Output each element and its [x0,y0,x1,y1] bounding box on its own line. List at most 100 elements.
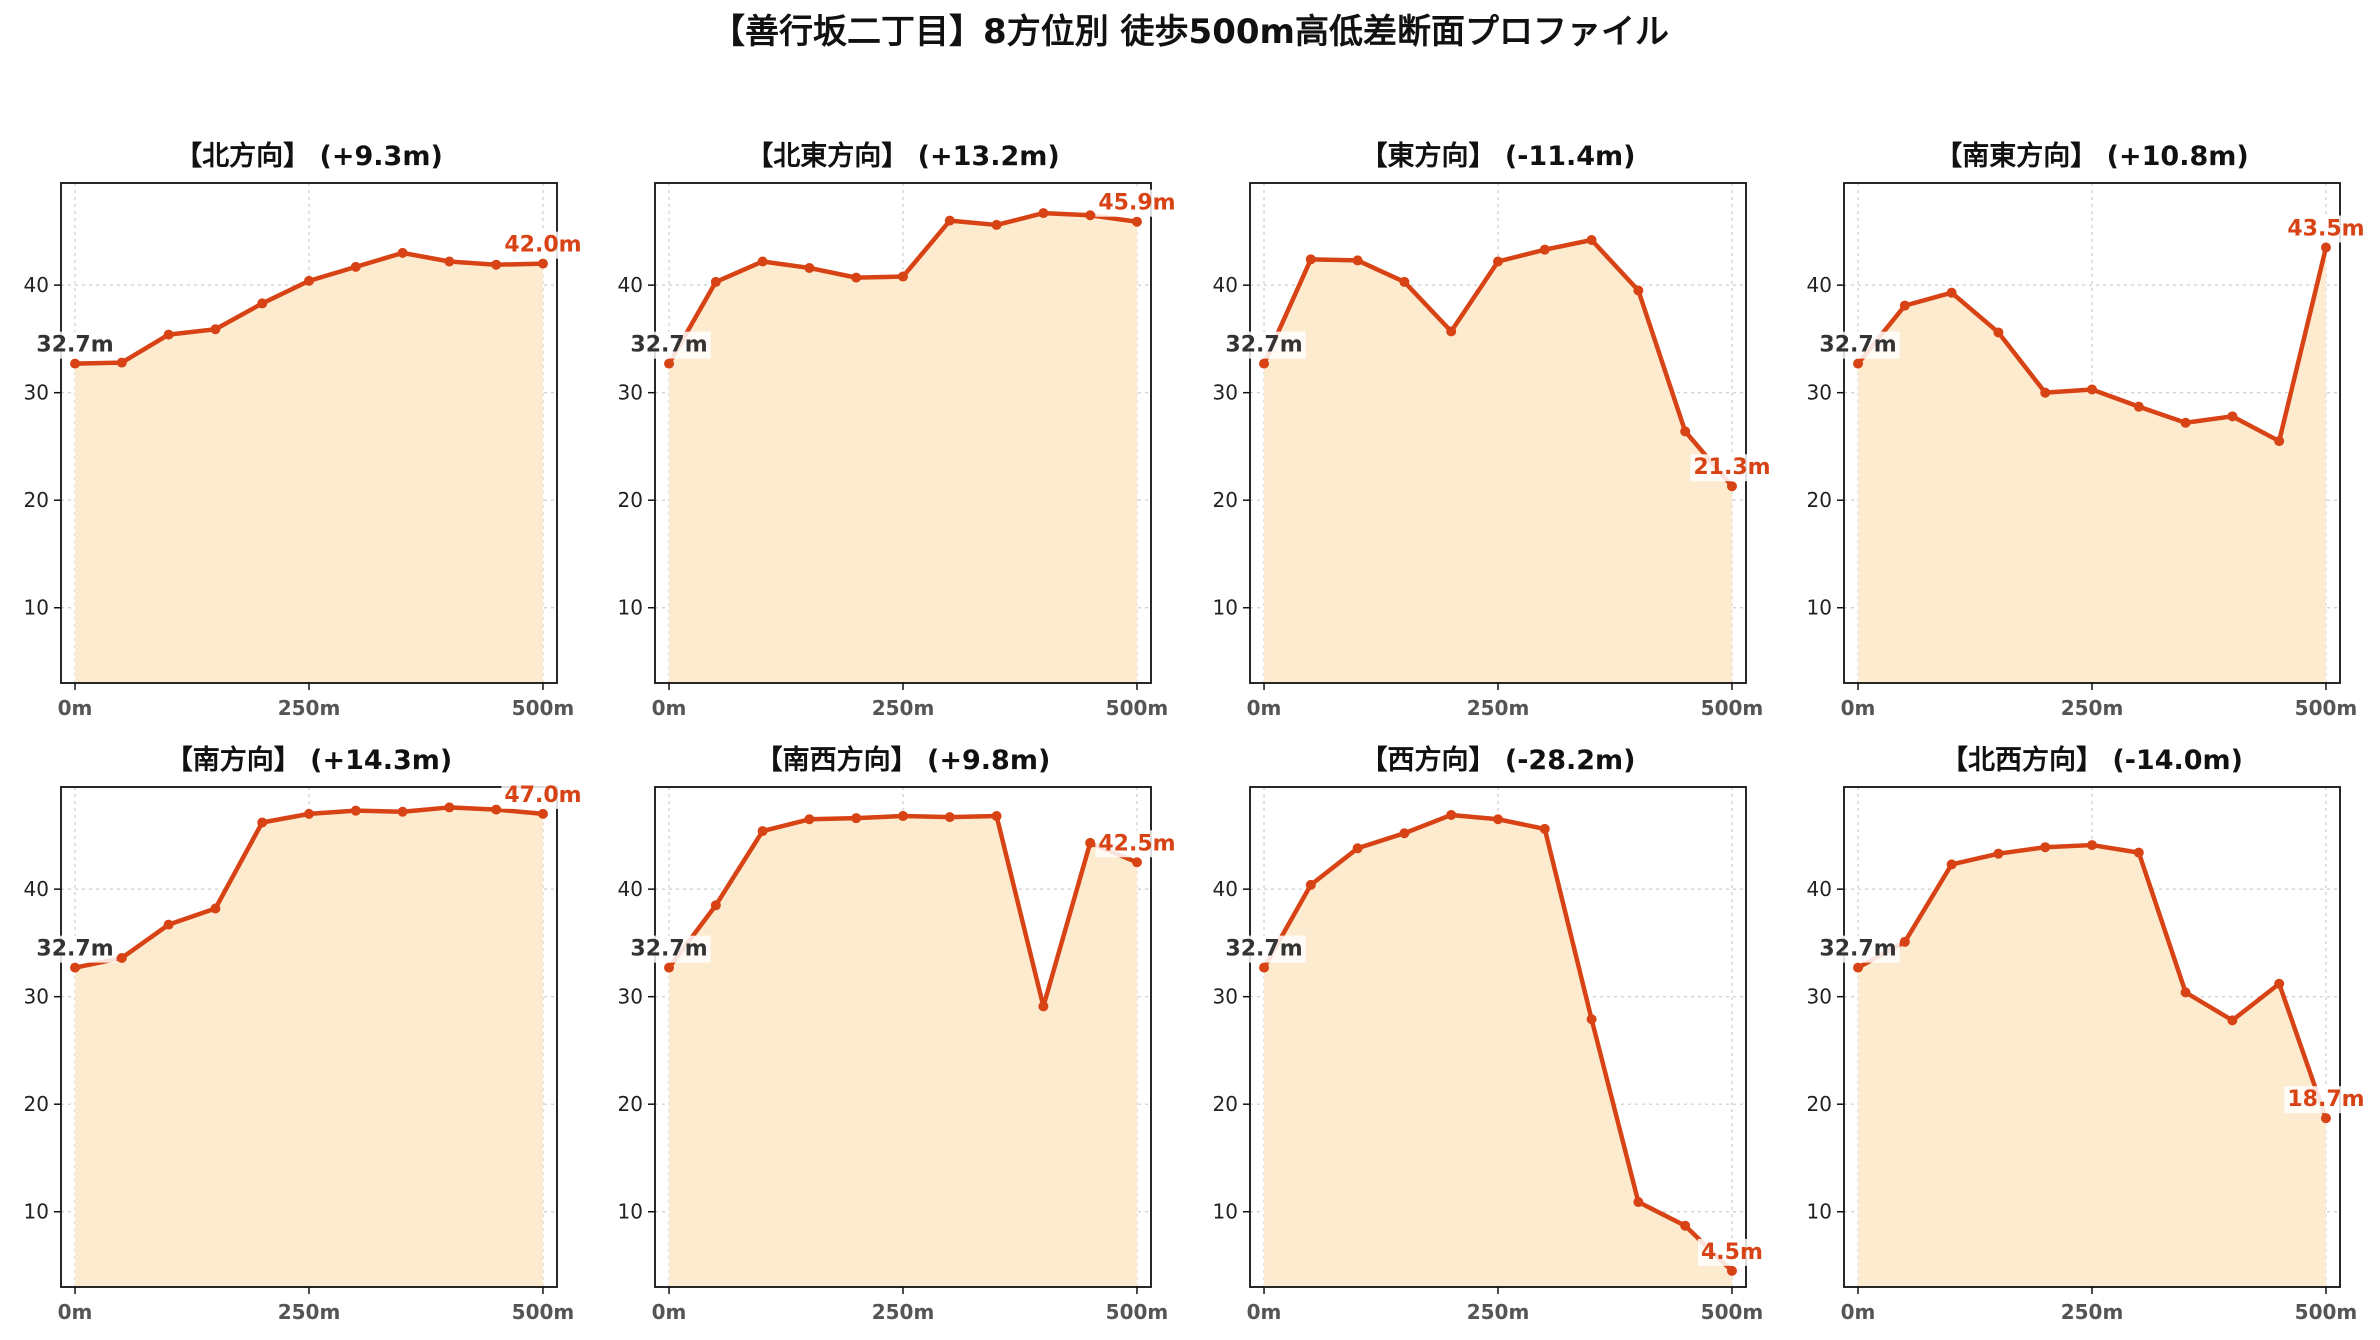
elevation-point [1259,358,1270,369]
elevation-point [210,324,221,335]
x-tick-label: 0m [58,1300,93,1324]
elevation-point [2180,987,2191,998]
x-tick-label: 500m [2295,696,2358,720]
panel-title: 【西方向】 (-28.2m) [1360,744,1635,776]
x-tick-label: 0m [1841,696,1876,720]
elevation-point [1633,285,1644,296]
y-tick-label: 20 [618,1092,643,1116]
x-tick-label: 500m [512,696,575,720]
elevation-point [1993,848,2004,859]
y-tick-label: 30 [1213,381,1238,405]
elevation-point [2133,847,2144,858]
y-tick-label: 20 [1213,488,1238,512]
elevation-point [537,808,548,819]
elevation-point [70,358,81,369]
end-elevation-label-background [2284,1086,2368,1114]
y-tick-label: 40 [1807,273,1832,297]
y-tick-label: 30 [24,985,49,1009]
start-elevation-label-background [33,331,117,359]
elevation-point [1038,208,1049,219]
elevation-area [1264,239,1732,683]
y-tick-label: 30 [1807,381,1832,405]
elevation-point [1446,809,1457,820]
start-elevation-label: 32.7m [630,937,707,962]
elevation-panel: 【北方向】 (+9.3m) 10 20 30 40 0m 250m 500m 32.7m 42.0… [24,140,585,720]
x-tick-label: 250m [278,696,341,720]
elevation-point [1946,859,1957,870]
start-elevation-label-background [627,935,711,963]
end-elevation-label: 21.3m [1693,455,1770,480]
y-tick-label: 40 [24,273,49,297]
elevation-area [1858,247,2326,684]
elevation-point [444,802,455,813]
elevation-point [851,813,862,824]
elevation-panel: 【北東方向】 (+13.2m) 10 20 30 40 0m 250m 500m 32.7m 45… [618,140,1179,720]
elevation-point [944,812,955,823]
start-elevation-label: 32.7m [1819,333,1896,358]
elevation-point [1493,256,1503,267]
start-elevation-label: 32.7m [36,333,113,358]
x-tick-label: 0m [652,696,687,720]
y-tick-label: 40 [24,877,49,901]
elevation-point [1259,962,1270,973]
elevation-point [2274,436,2285,447]
elevation-point [116,952,127,963]
y-tick-label: 20 [24,488,49,512]
elevation-point [210,903,221,914]
elevation-point [2133,401,2144,412]
panel-title: 【北方向】 (+9.3m) [175,140,443,172]
x-tick-label: 500m [1701,696,1764,720]
y-tick-label: 10 [1807,596,1832,620]
x-tick-label: 250m [2061,1300,2124,1324]
y-tick-label: 10 [24,596,49,620]
panel-title: 【南東方向】 (+10.8m) [1935,140,2248,172]
start-elevation-label-background [1816,331,1900,359]
x-tick-label: 500m [512,1300,575,1324]
y-tick-label: 10 [24,1200,49,1224]
x-tick-label: 0m [652,1300,687,1324]
end-elevation-label-background [501,781,585,809]
elevation-point [898,811,908,822]
elevation-point [1085,837,1096,848]
elevation-point [1633,1197,1644,1208]
elevation-point [304,275,314,286]
end-elevation-label: 42.5m [1098,831,1175,856]
elevation-point [804,262,815,273]
y-tick-label: 10 [1807,1200,1832,1224]
y-tick-label: 40 [618,877,643,901]
elevation-point [991,219,1002,230]
panel-title: 【南方向】 (+14.3m) [166,744,452,776]
end-elevation-label: 47.0m [504,783,581,808]
start-elevation-label: 32.7m [630,333,707,358]
elevation-point [1085,210,1096,221]
end-elevation-label: 43.5m [2287,217,2364,242]
y-tick-label: 10 [1213,596,1238,620]
elevation-point [1993,327,2004,338]
elevation-point [1586,234,1597,245]
elevation-point [2320,1113,2331,1124]
panel-title: 【北西方向】 (-14.0m) [1941,744,2243,776]
elevation-point [804,814,815,825]
x-tick-label: 250m [872,1300,935,1324]
elevation-point [1352,843,1363,854]
panel-title: 【南西方向】 (+9.8m) [756,744,1051,776]
start-elevation-label-background [33,935,117,963]
x-tick-label: 500m [1701,1300,1764,1324]
y-tick-label: 40 [618,273,643,297]
start-elevation-label: 32.7m [36,937,113,962]
elevation-point [1446,326,1457,337]
start-elevation-label: 32.7m [1225,333,1302,358]
elevation-point [2274,978,2285,989]
elevation-point [1899,936,1910,947]
elevation-point [163,919,174,930]
x-tick-label: 250m [2061,696,2124,720]
elevation-point [1399,828,1410,839]
end-elevation-label-background [1698,1238,1766,1266]
start-elevation-label: 32.7m [1225,937,1302,962]
elevation-point [2180,417,2191,428]
x-tick-label: 250m [278,1300,341,1324]
y-tick-label: 10 [618,1200,643,1224]
elevation-point [664,962,675,973]
elevation-panel: 【南西方向】 (+9.8m) 10 20 30 40 0m 250m 500m 32.7m 42.… [618,744,1179,1324]
elevation-point [757,826,768,837]
